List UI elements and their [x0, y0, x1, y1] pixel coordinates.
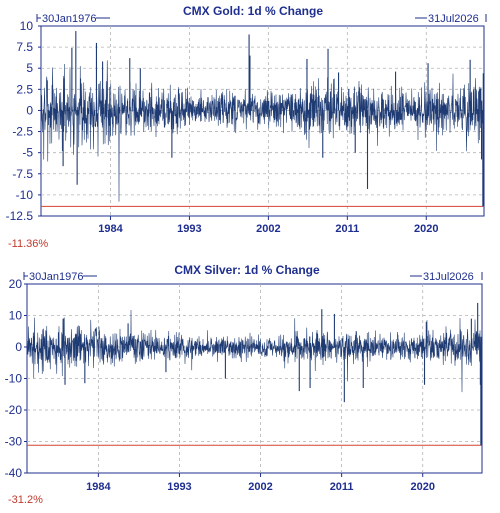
x-tick-label: 1993	[167, 481, 191, 493]
y-tick-label: 20	[9, 277, 23, 291]
series-noise-band	[26, 310, 483, 393]
y-tick-label: -10	[16, 188, 34, 202]
silver-series-line	[26, 302, 483, 446]
gold-chart-title: CMX Gold: 1d % Change	[183, 4, 323, 18]
y-tick-label: 2.5	[16, 82, 33, 96]
gold-last-value-label: -11.36%	[8, 238, 48, 250]
gold-start-date: 30Jan1976	[42, 13, 96, 25]
y-tick-label: -7.5	[12, 167, 33, 181]
y-tick-label: 0	[26, 103, 33, 117]
gold-series-line	[40, 31, 485, 207]
y-tick-label: -5	[22, 146, 33, 160]
gold-x-axis: 1984 1993 2002 2011 2020	[98, 216, 439, 235]
silver-last-value-label: -31.2%	[8, 494, 43, 506]
y-tick-label: -40	[5, 466, 23, 480]
y-tick-label: -30	[5, 435, 23, 449]
x-tick-label: 2020	[410, 481, 434, 493]
x-tick-label: 1984	[98, 223, 123, 235]
y-tick-label: 5	[26, 61, 33, 75]
y-tick-label: -2.5	[12, 125, 33, 139]
x-tick-label: 2020	[414, 223, 438, 235]
y-tick-label: 10	[20, 19, 34, 33]
gold-y-axis: 10 7.5 5 2.5 0 -2.5 -5 -7.5 -10 -12.5	[6, 19, 41, 223]
silver-end-date: 31Jul2026	[423, 271, 474, 283]
series-noise-band	[40, 60, 485, 202]
x-tick-label: 2002	[256, 223, 280, 235]
y-tick-label: 0	[15, 340, 22, 354]
silver-x-axis: 1984 1993 2002 2011 2020	[86, 473, 435, 493]
y-tick-label: -12.5	[6, 209, 34, 223]
silver-gridlines	[27, 284, 482, 473]
y-tick-label: 10	[9, 309, 23, 323]
x-tick-label: 2002	[248, 481, 272, 493]
y-tick-label: 7.5	[16, 40, 33, 54]
silver-y-axis: 20 10 0 -10 -20 -30 -40	[5, 277, 27, 480]
silver-panel: CMX Silver: 1d % Change 20 10 0 -10 -20 -30 -4…	[5, 263, 483, 506]
x-tick-label: 2011	[330, 481, 354, 493]
silver-start-date: 30Jan1976	[29, 271, 83, 283]
gold-panel: CMX Gold: 1d % Change 10 7.5 5 2.5 0 -2.5 -5 -7…	[6, 4, 487, 250]
x-tick-label: 1993	[177, 223, 201, 235]
y-tick-label: -10	[5, 372, 23, 386]
x-tick-label: 2011	[335, 223, 359, 235]
gold-end-date: 31Jul2026	[428, 13, 479, 25]
y-tick-label: -20	[5, 403, 23, 417]
silver-chart-title: CMX Silver: 1d % Change	[174, 263, 320, 277]
x-tick-label: 1984	[86, 481, 111, 493]
